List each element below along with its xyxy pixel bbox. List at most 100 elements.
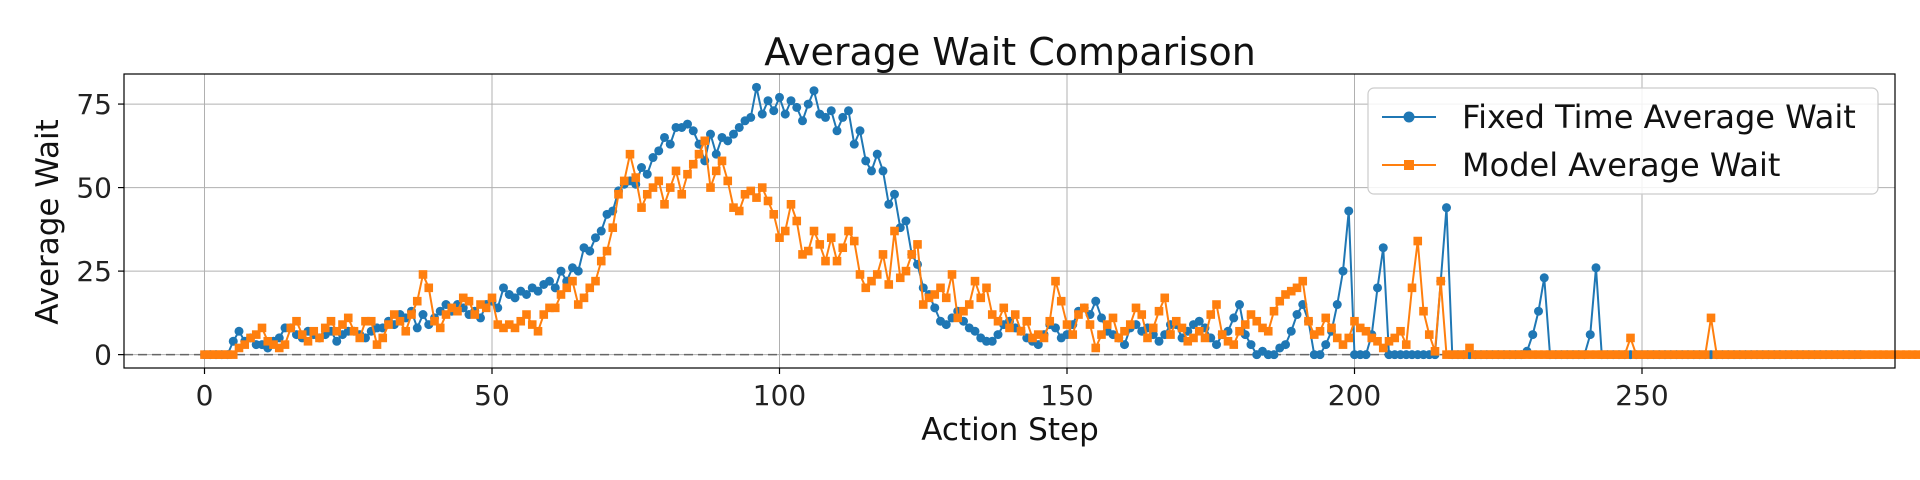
data-point [384, 320, 393, 329]
data-point [1706, 313, 1716, 323]
data-point [665, 183, 675, 192]
data-point [1597, 350, 1607, 359]
data-point [821, 112, 830, 122]
data-point [798, 116, 807, 126]
data-point [1338, 340, 1348, 349]
data-point [1470, 350, 1480, 359]
data-point [1344, 333, 1354, 343]
x-tick-label: 250 [1615, 379, 1668, 412]
data-point [1568, 350, 1578, 359]
data-point [637, 203, 646, 212]
data-point [918, 300, 928, 309]
data-point [1723, 350, 1733, 359]
data-point [867, 166, 876, 176]
data-point [642, 189, 652, 199]
data-point [970, 326, 980, 336]
data-point [786, 199, 796, 209]
data-point [763, 196, 773, 206]
data-point [1741, 350, 1750, 359]
data-point [1114, 333, 1124, 343]
data-point [660, 132, 669, 142]
data-point [964, 300, 974, 309]
data-point [1068, 330, 1078, 339]
data-point [849, 236, 859, 246]
data-point [1718, 350, 1727, 359]
data-point [1315, 350, 1325, 360]
data-point [1591, 350, 1601, 359]
data-point [320, 323, 330, 333]
data-point [1810, 350, 1819, 359]
data-point [1252, 316, 1262, 326]
data-point [430, 316, 439, 326]
data-point [596, 256, 606, 266]
data-point [1528, 330, 1538, 340]
data-point [274, 343, 284, 353]
data-point [1631, 350, 1641, 359]
data-point [1212, 340, 1221, 350]
data-point [711, 149, 721, 159]
data-point [349, 326, 359, 336]
data-point [953, 313, 963, 323]
data-point [746, 186, 756, 196]
data-point [1430, 346, 1440, 356]
data-point [343, 313, 353, 323]
data-point [1879, 350, 1888, 359]
chart-title: Average Wait Comparison [764, 30, 1256, 74]
data-point [1315, 326, 1325, 336]
data-point [573, 266, 583, 276]
data-point [832, 126, 842, 136]
data-point [1534, 350, 1543, 359]
data-point [1700, 350, 1710, 359]
x-tick-label: 100 [753, 379, 806, 412]
data-point [844, 106, 853, 116]
data-point [769, 106, 779, 116]
data-point [585, 246, 595, 256]
data-point [1792, 350, 1802, 359]
data-point [1603, 350, 1612, 359]
y-tick-label: 50 [76, 172, 112, 205]
data-point [1183, 336, 1193, 346]
data-point [493, 320, 503, 329]
data-point [654, 176, 664, 186]
data-point [1574, 350, 1584, 359]
data-point [982, 283, 991, 293]
data-point [1666, 350, 1676, 359]
data-point [941, 320, 951, 330]
data-point [286, 323, 296, 333]
data-point [1097, 313, 1106, 323]
data-point [872, 149, 882, 159]
data-point [706, 183, 715, 192]
data-point [504, 320, 514, 329]
data-point [1499, 350, 1509, 359]
data-point [234, 343, 244, 353]
data-point [1511, 350, 1520, 359]
data-point [1861, 350, 1871, 359]
data-point [867, 276, 876, 286]
data-point [1229, 313, 1239, 323]
data-point [723, 136, 733, 146]
y-tick-label: 25 [76, 255, 112, 288]
legend-label: Model Average Wait [1462, 146, 1780, 184]
data-point [464, 296, 474, 306]
data-point [251, 330, 261, 339]
data-point [533, 286, 543, 296]
data-point [1120, 340, 1129, 350]
data-point [619, 176, 629, 186]
data-point [1695, 350, 1704, 359]
data-point [1626, 333, 1635, 343]
data-point [1171, 316, 1181, 326]
data-point [1493, 350, 1503, 359]
data-point [315, 333, 324, 343]
data-point [711, 166, 721, 176]
data-point [999, 303, 1009, 313]
data-point [815, 240, 825, 249]
data-point [637, 163, 646, 173]
data-point [1649, 350, 1658, 359]
data-point [1102, 320, 1112, 329]
data-point [1355, 323, 1365, 333]
data-point [1378, 343, 1388, 353]
data-point [1781, 350, 1791, 359]
data-point [585, 283, 595, 293]
data-point [878, 250, 888, 259]
data-point [1235, 300, 1244, 310]
